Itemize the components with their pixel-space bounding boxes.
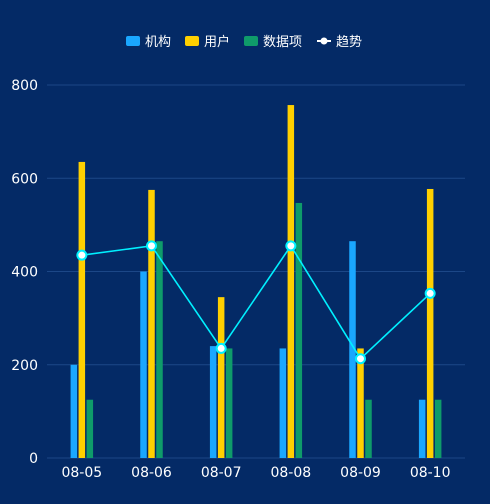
bars-layer	[70, 105, 442, 459]
trend-point-08-06[interactable]	[146, 240, 157, 252]
bar-用户-08-07[interactable]	[217, 297, 225, 458]
trend-line-layer	[76, 240, 436, 365]
trend-point-08-08[interactable]	[285, 240, 297, 252]
bar-机构-08-09[interactable]	[349, 241, 356, 458]
bar-用户-08-06[interactable]	[148, 189, 155, 458]
bar-数据项-08-06[interactable]	[156, 241, 163, 458]
trend-point-08-05[interactable]	[76, 249, 88, 261]
bar-机构-08-06[interactable]	[140, 271, 147, 459]
bar-机构-08-07[interactable]	[209, 346, 217, 458]
bar-数据项-08-08[interactable]	[295, 202, 303, 458]
legend-item-机构[interactable]: 机构	[126, 35, 171, 50]
bar-用户-08-05[interactable]	[78, 161, 86, 458]
grid-layer	[47, 84, 465, 459]
legend-item-用户[interactable]: 用户	[185, 34, 230, 50]
x-tick-label: 08-07	[201, 465, 242, 481]
x-tick-label: 08-06	[131, 465, 172, 481]
legend-swatch	[185, 36, 199, 46]
x-tick-label: 08-10	[410, 465, 451, 481]
x-tick-label: 08-08	[270, 465, 311, 481]
x-tick-label: 08-05	[61, 465, 102, 481]
legend-item-趋势[interactable]: 趋势	[317, 34, 362, 50]
bar-机构-08-05[interactable]	[70, 364, 78, 458]
trend-line	[81, 244, 431, 360]
bar-数据项-08-07[interactable]	[225, 348, 233, 458]
legend-label: 趋势	[336, 34, 362, 50]
trend-point-08-07[interactable]	[215, 342, 227, 354]
y-tick-label: 400	[11, 265, 38, 281]
y-tick-label: 600	[11, 171, 38, 187]
trend-point-08-09[interactable]	[355, 353, 366, 365]
legend-swatch	[126, 36, 140, 46]
legend-label: 数据项	[263, 35, 302, 50]
axis-layer: 0 200 400 600 800 08-05 08-06 08-07 08-08 08-09 08…	[11, 78, 450, 481]
y-tick-label: 800	[11, 78, 38, 94]
bar-用户-08-10[interactable]	[426, 188, 434, 458]
y-tick-label: 0	[29, 451, 38, 467]
legend-swatch	[244, 36, 258, 46]
legend[interactable]: 机构 用户 数据项 趋势	[126, 34, 362, 50]
bar-机构-08-08[interactable]	[279, 348, 287, 458]
legend-label: 用户	[204, 34, 230, 50]
legend-dot-marker	[320, 37, 328, 45]
bar-数据项-08-10[interactable]	[434, 399, 442, 458]
bar-机构-08-10[interactable]	[418, 399, 426, 458]
bar-数据项-08-05[interactable]	[86, 399, 94, 458]
x-tick-label: 08-09	[340, 465, 381, 481]
trend-point-08-10[interactable]	[424, 287, 436, 299]
bar-用户-08-09[interactable]	[357, 348, 364, 458]
legend-label: 机构	[145, 35, 171, 50]
bar-用户-08-08[interactable]	[287, 105, 295, 458]
legend-item-数据项[interactable]: 数据项	[244, 35, 302, 50]
y-tick-label: 200	[11, 358, 38, 374]
bar-数据项-08-09[interactable]	[365, 399, 372, 458]
